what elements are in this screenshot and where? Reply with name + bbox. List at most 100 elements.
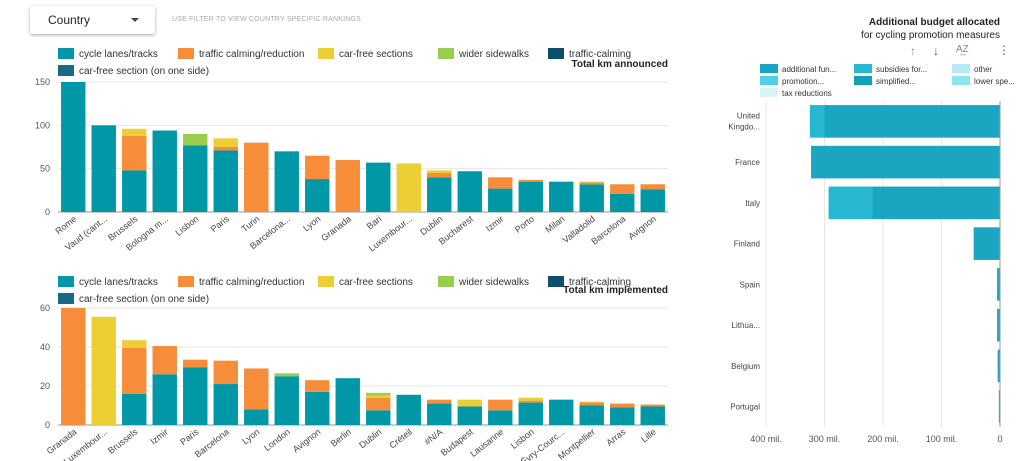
budget-ytick-5: Lithua... — [732, 321, 760, 330]
announced-legend-swatch-0 — [58, 48, 74, 59]
announced-bar-cycle-0 — [61, 82, 86, 212]
budget-bar-0-6 — [997, 349, 1000, 383]
implemented-xtick-19: Lille — [639, 427, 658, 445]
implemented-bar-carfree-17 — [579, 401, 604, 403]
implemented-legend-swatch-1 — [178, 276, 194, 287]
budget-xtick-4: 0 — [997, 434, 1002, 444]
implemented-xtick-3: Izmir — [148, 427, 170, 447]
announced-bar-cycle-10 — [366, 162, 391, 212]
sort-descending-icon[interactable]: ↓ — [933, 44, 939, 58]
implemented-bar-calming-17 — [579, 402, 604, 406]
announced-xtick-4: Lisbon — [173, 214, 200, 238]
budget-bar-0-4 — [997, 268, 1000, 301]
implemented-legend-label-0: cycle lanes/tracks — [79, 277, 158, 288]
implemented-legend-label-4: traffic-calming — [569, 277, 631, 288]
announced-bar-calming-14 — [488, 177, 513, 189]
budget-ytick-3: Finland — [734, 240, 760, 249]
announced-bar-carfree-12 — [427, 170, 452, 173]
implemented-bar-cycle-16 — [549, 399, 574, 425]
announced-bar-cycle-12 — [427, 177, 452, 212]
budget-ytick-0-line2: Kingdo... — [728, 122, 760, 131]
announced-ytick-1: 50 — [40, 164, 50, 174]
implemented-bar-cycle-6 — [244, 409, 269, 425]
implemented-bar-calming-15 — [518, 400, 543, 403]
budget-legend-swatch-3 — [760, 76, 778, 85]
announced-bar-cycle-16 — [549, 181, 574, 212]
budget-legend-swatch-1 — [854, 64, 872, 73]
implemented-bar-cycle-8 — [305, 391, 330, 425]
implemented-xtick-11: Créteil — [387, 427, 414, 451]
announced-legend-label-0: cycle lanes/tracks — [79, 49, 158, 60]
implemented-xtick-12: #N/A — [423, 427, 445, 447]
announced-legend-label-1: traffic calming/reduction — [199, 49, 304, 60]
budget-ytick-0-line1: United — [737, 111, 760, 120]
announced-xtick-9: Granada — [319, 214, 353, 243]
implemented-bar-cycle-4 — [183, 367, 208, 425]
budget-ytick-4: Spain — [740, 280, 760, 289]
implemented-bar-cycle-2 — [122, 393, 147, 425]
budget-ytick-1: France — [735, 158, 760, 167]
announced-bar-cycle-15 — [518, 181, 543, 212]
implemented-legend-swatch-3 — [438, 276, 454, 287]
implemented-legend-label-3: wider sidewalks — [458, 277, 529, 288]
announced-xtick-18: Barcelona — [589, 214, 627, 247]
announced-ytick-3: 150 — [35, 77, 50, 87]
announced-xtick-14: Izmir — [484, 214, 506, 234]
sort-ascending-icon[interactable]: ↑ — [910, 44, 916, 58]
announced-xtick-15: Porto — [513, 214, 536, 235]
announced-bar-calming-5 — [213, 147, 238, 151]
budget-chart: Additional budget allocated for cycling p… — [728, 17, 1014, 444]
budget-legend-label-2: other — [974, 65, 993, 74]
budget-bar-0-2 — [872, 186, 1000, 220]
implemented-bar-calming-14 — [488, 399, 513, 411]
announced-legend-swatch-1 — [178, 48, 194, 59]
implemented-bar-calming-5 — [213, 360, 238, 385]
announced-ytick-2: 100 — [35, 120, 50, 130]
budget-legend-swatch-5 — [952, 76, 970, 85]
more-options-icon[interactable]: ⋮ — [998, 43, 1010, 57]
announced-xtick-16: Milan — [543, 214, 566, 235]
announced-bar-calming-6 — [244, 142, 269, 212]
announced-bar-calming-19 — [640, 184, 665, 190]
announced-xtick-10: Bari — [365, 214, 384, 232]
implemented-xtick-9: Berlin — [329, 427, 353, 449]
implemented-bar-cycle-13 — [457, 406, 482, 425]
country-filter-dropdown[interactable]: Country — [30, 6, 155, 34]
implemented-ytick-0: 0 — [45, 420, 50, 430]
implemented-bar-cycle-12 — [427, 403, 452, 425]
implemented-legend-label-2: car-free sections — [339, 277, 413, 288]
implemented-bar-calming-2 — [122, 347, 147, 394]
announced-bar-cycle-2 — [122, 170, 147, 212]
implemented-xtick-7: London — [262, 427, 292, 453]
announced-bar-carfree-17 — [579, 181, 604, 183]
announced-bar-calming-9 — [335, 160, 360, 212]
implemented-bar-cycle-14 — [488, 410, 513, 425]
budget-legend-swatch-0 — [760, 64, 778, 73]
budget-legend-swatch-2 — [952, 64, 970, 73]
announced-ytick-0: 0 — [45, 207, 50, 217]
filter-hint-text: USE FILTER TO VIEW COUNTRY SPECIFIC RANK… — [172, 16, 362, 23]
announced-bar-cycle-4 — [183, 145, 208, 212]
implemented-bar-cycle-17 — [579, 405, 604, 425]
implemented-bar-cycle-11 — [396, 394, 421, 425]
implemented-legend-swatch-0 — [58, 276, 74, 287]
implemented-bar-carfree-1 — [91, 316, 116, 425]
implemented-bar-cycle-5 — [213, 384, 238, 425]
country-filter-label: Country — [48, 13, 91, 27]
implemented-xtick-2: Brussels — [106, 426, 140, 455]
budget-xtick-0: 400 mil. — [750, 434, 782, 444]
implemented-bar-carfree-13 — [457, 399, 482, 407]
implemented-bar-cycle-9 — [335, 378, 360, 425]
sort-az-icon[interactable]: A͢Z — [956, 44, 969, 55]
implemented-xtick-14: Lausanne — [468, 427, 505, 459]
implemented-xtick-4: Paris — [178, 426, 201, 447]
announced-bar-cycle-8 — [305, 179, 330, 212]
announced-bar-carfree-2 — [122, 128, 147, 136]
announced-legend-swatch-2 — [318, 48, 334, 59]
announced-bar-cycle-14 — [488, 188, 513, 212]
announced-chart: cycle lanes/tracks traffic calming/reduct… — [35, 48, 668, 254]
implemented-ytick-2: 40 — [40, 342, 50, 352]
budget-bar-0-1 — [811, 145, 1000, 179]
budget-bar-1-0 — [809, 105, 825, 138]
implemented-legend-label-1: traffic calming/reduction — [199, 277, 304, 288]
